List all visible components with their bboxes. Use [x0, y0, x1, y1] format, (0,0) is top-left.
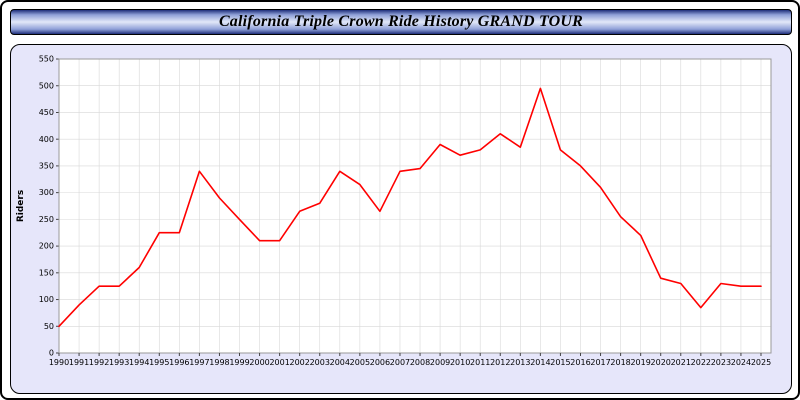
y-tick-label: 200 — [39, 242, 54, 251]
y-tick-label: 150 — [39, 268, 54, 277]
x-tick-label: 2023 — [711, 358, 731, 367]
y-tick-label: 0 — [49, 349, 54, 358]
x-tick-label: 1991 — [69, 358, 89, 367]
riders-series-line — [58, 87, 762, 328]
plot-area — [59, 59, 771, 353]
x-tick-label: 2009 — [430, 358, 450, 367]
y-tick-label: 500 — [39, 81, 54, 90]
x-tick-label: 2024 — [731, 358, 751, 367]
x-tick-label: 2021 — [671, 358, 691, 367]
x-tick-label: 2006 — [370, 358, 390, 367]
y-tick-label: 550 — [39, 55, 54, 64]
x-tick-label: 1999 — [229, 358, 249, 367]
x-tick-label: 1992 — [89, 358, 109, 367]
x-tick-label: 1994 — [129, 358, 149, 367]
y-tick-label: 400 — [39, 135, 54, 144]
x-tick-label: 2015 — [550, 358, 570, 367]
x-tick-label: 2005 — [350, 358, 370, 367]
y-tick-label: 50 — [44, 322, 54, 331]
x-tick-label: 2010 — [450, 358, 470, 367]
x-tick-label: 2011 — [470, 358, 490, 367]
y-tick-label: 450 — [39, 108, 54, 117]
x-tick-label: 2002 — [290, 358, 310, 367]
x-tick-label: 2003 — [310, 358, 330, 367]
x-tick-label: 1995 — [149, 358, 169, 367]
x-tick-label: 2020 — [651, 358, 671, 367]
x-tick-label: 2018 — [610, 358, 630, 367]
x-tick-label: 2012 — [490, 358, 510, 367]
title-banner: California Triple Crown Ride History GRA… — [10, 9, 792, 35]
x-tick-label: 2022 — [691, 358, 711, 367]
x-tick-label: 2007 — [390, 358, 410, 367]
x-tick-label: 1997 — [189, 358, 209, 367]
x-tick-label: 1998 — [209, 358, 229, 367]
x-tick-label: 2008 — [410, 358, 430, 367]
y-tick-label: 250 — [39, 215, 54, 224]
y-tick-label: 350 — [39, 162, 54, 171]
x-tick-label: 2004 — [330, 358, 350, 367]
x-tick-label: 2016 — [570, 358, 590, 367]
x-tick-label: 2013 — [510, 358, 530, 367]
x-tick-label: 2025 — [751, 358, 771, 367]
y-tick-label: 100 — [39, 295, 54, 304]
page-title: California Triple Crown Ride History GRA… — [218, 13, 584, 30]
x-tick-label: 2017 — [590, 358, 610, 367]
y-axis-title: Riders — [16, 190, 26, 222]
plot-border — [58, 58, 772, 354]
y-tick-label: 300 — [39, 188, 54, 197]
x-tick-label: 2000 — [249, 358, 269, 367]
x-tick-label: 1993 — [109, 358, 129, 367]
x-tick-label: 2014 — [530, 358, 550, 367]
chart-panel: 0 50 100 150 200 250 300 350 400 450 500 550 1990 199… — [10, 44, 792, 394]
x-tick-label: 1996 — [169, 358, 189, 367]
x-tick-label: 2001 — [269, 358, 289, 367]
x-tick-label: 1990 — [49, 358, 69, 367]
x-tick-label: 2019 — [630, 358, 650, 367]
